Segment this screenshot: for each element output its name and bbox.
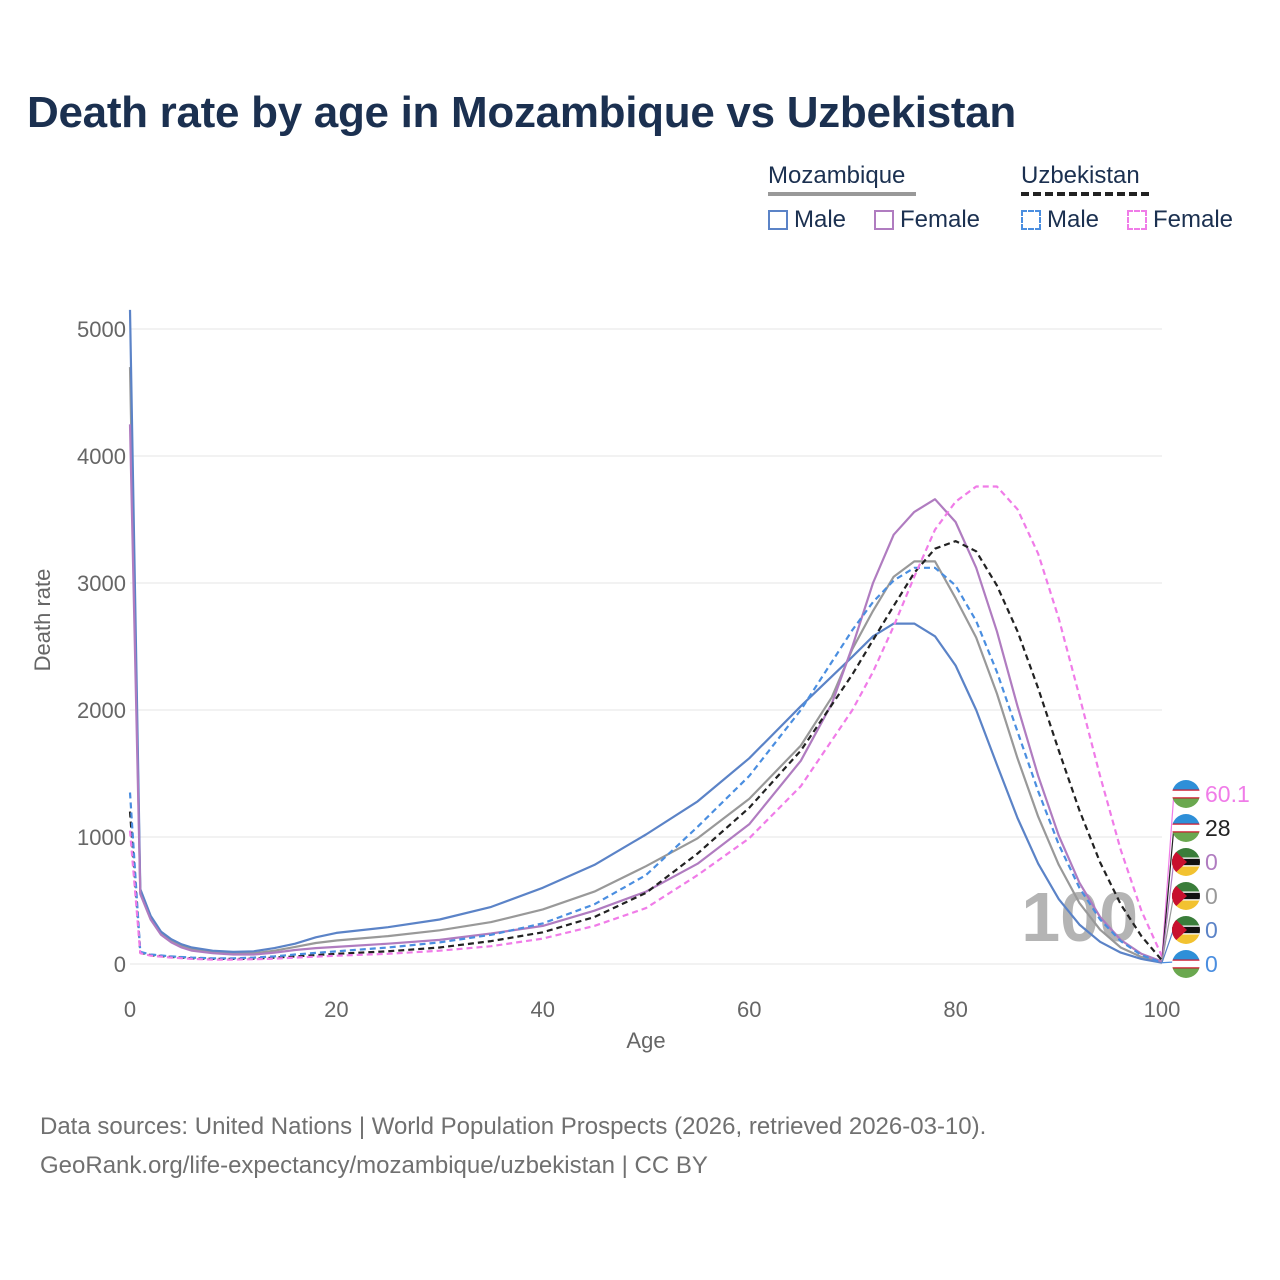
- x-tick-label: 40: [531, 997, 555, 1022]
- flag-stripe: [1172, 959, 1200, 961]
- flag-stripe: [1172, 882, 1200, 892]
- axis-ticks: 0 1000 2000 3000 4000 5000 0 20 40 60 80 100: [77, 317, 1180, 1022]
- legend-mozambique[interactable]: Mozambique Male Female: [768, 160, 1008, 240]
- footer: Data sources: United Nations | World Pop…: [40, 1107, 986, 1185]
- flag-stripe: [1172, 831, 1200, 833]
- end-value-label: 0: [1205, 883, 1218, 909]
- legend-swatch: [1021, 210, 1041, 230]
- legend-item-uzbekistan-male[interactable]: Male: [1021, 206, 1099, 234]
- flag-triangle: [1172, 882, 1187, 910]
- x-tick-label: 80: [943, 997, 967, 1022]
- y-tick-label: 5000: [77, 317, 126, 342]
- flag-stripe: [1172, 950, 1200, 960]
- flag-stripe: [1172, 797, 1200, 799]
- flag-stripe: [1172, 789, 1200, 799]
- legend-item-label: Female: [1153, 206, 1234, 233]
- series-line[interactable]: [128, 424, 1163, 963]
- end-value-label: 60.1: [1205, 781, 1250, 807]
- end-value-label: 28: [1205, 815, 1231, 841]
- end-labels: 60.1 28 0 0 0 0: [1161, 780, 1250, 978]
- flag-stripe: [1172, 832, 1200, 842]
- y-tick-label: 2000: [77, 698, 126, 723]
- flag-stripe: [1172, 925, 1200, 927]
- series-lines: [128, 309, 1164, 964]
- flag-stripe: [1172, 959, 1200, 969]
- mozambique-flag-icon: [1172, 848, 1200, 876]
- legend-item-label: Female: [900, 206, 981, 233]
- flag-stripe: [1172, 916, 1200, 926]
- flag-triangle: [1172, 848, 1187, 876]
- flag-stripe: [1172, 814, 1200, 824]
- legend-item-mozambique-male[interactable]: Male: [768, 206, 846, 234]
- flag-triangle: [1172, 916, 1187, 944]
- flag-stripe: [1172, 866, 1200, 876]
- flag-stripe: [1172, 891, 1200, 893]
- y-axis-label: Death rate: [30, 569, 55, 672]
- x-axis-label: Age: [626, 1028, 665, 1053]
- legend-group-line: [768, 192, 916, 196]
- legend-item-label: Male: [1047, 206, 1100, 233]
- end-value-label: 0: [1205, 951, 1218, 977]
- flag-stripe: [1172, 900, 1200, 910]
- flag-stripe: [1172, 780, 1200, 790]
- y-tick-label: 1000: [77, 825, 126, 850]
- series-line[interactable]: [128, 540, 1163, 962]
- flag-stripe: [1172, 848, 1200, 858]
- source-url[interactable]: GeoRank.org/life-expectancy/mozambique/u…: [40, 1152, 708, 1179]
- x-tick-label: 20: [324, 997, 348, 1022]
- legend-item-label: Male: [794, 206, 847, 233]
- y-tick-label: 3000: [77, 571, 126, 596]
- mozambique-flag-icon: [1172, 916, 1200, 944]
- flag-stripe: [1172, 899, 1200, 901]
- flag-stripe: [1172, 789, 1200, 791]
- mozambique-flag-icon: [1172, 882, 1200, 910]
- y-tick-label: 4000: [77, 444, 126, 469]
- legend-swatch: [874, 210, 894, 230]
- uzbekistan-flag-icon: [1172, 780, 1200, 808]
- legend-group-label: Uzbekistan: [1021, 162, 1140, 189]
- uzbekistan-flag-icon: [1172, 814, 1200, 842]
- series-line[interactable]: [128, 485, 1164, 961]
- end-value-label: 0: [1205, 849, 1218, 875]
- grid: [130, 328, 1162, 965]
- legend-swatch: [1127, 210, 1147, 230]
- x-tick-label: 0: [124, 997, 136, 1022]
- flag-stripe: [1172, 823, 1200, 833]
- legend-item-mozambique-female[interactable]: Female: [874, 206, 980, 234]
- x-tick-label: 60: [737, 997, 761, 1022]
- y-tick-label: 0: [114, 952, 126, 977]
- flag-stripe: [1172, 934, 1200, 944]
- year-label-group: 100: [1021, 878, 1138, 956]
- flag-stripe: [1172, 865, 1200, 867]
- flag-stripe: [1172, 798, 1200, 808]
- source-text: Data sources: United Nations | World Pop…: [40, 1113, 987, 1140]
- series-line[interactable]: [128, 566, 1163, 964]
- end-value-label: 0: [1205, 917, 1218, 943]
- legend-item-uzbekistan-female[interactable]: Female: [1127, 206, 1233, 234]
- flag-stripe: [1172, 933, 1200, 935]
- flag-stripe: [1172, 967, 1200, 969]
- year-label: 100: [1021, 878, 1138, 956]
- chart-title: Death rate by age in Mozambique vs Uzbek…: [27, 88, 1016, 137]
- x-tick-label: 100: [1144, 997, 1181, 1022]
- flag-stripe: [1172, 857, 1200, 859]
- legend-swatch: [768, 210, 788, 230]
- series-line[interactable]: [128, 309, 1163, 964]
- legend-uzbekistan[interactable]: Uzbekistan Male Female: [1021, 160, 1261, 240]
- legend-group-label: Mozambique: [768, 162, 906, 189]
- uzbekistan-flag-icon: [1172, 950, 1200, 978]
- legend-group-line: [1021, 192, 1149, 196]
- flag-stripe: [1172, 968, 1200, 978]
- flag-stripe: [1172, 823, 1200, 825]
